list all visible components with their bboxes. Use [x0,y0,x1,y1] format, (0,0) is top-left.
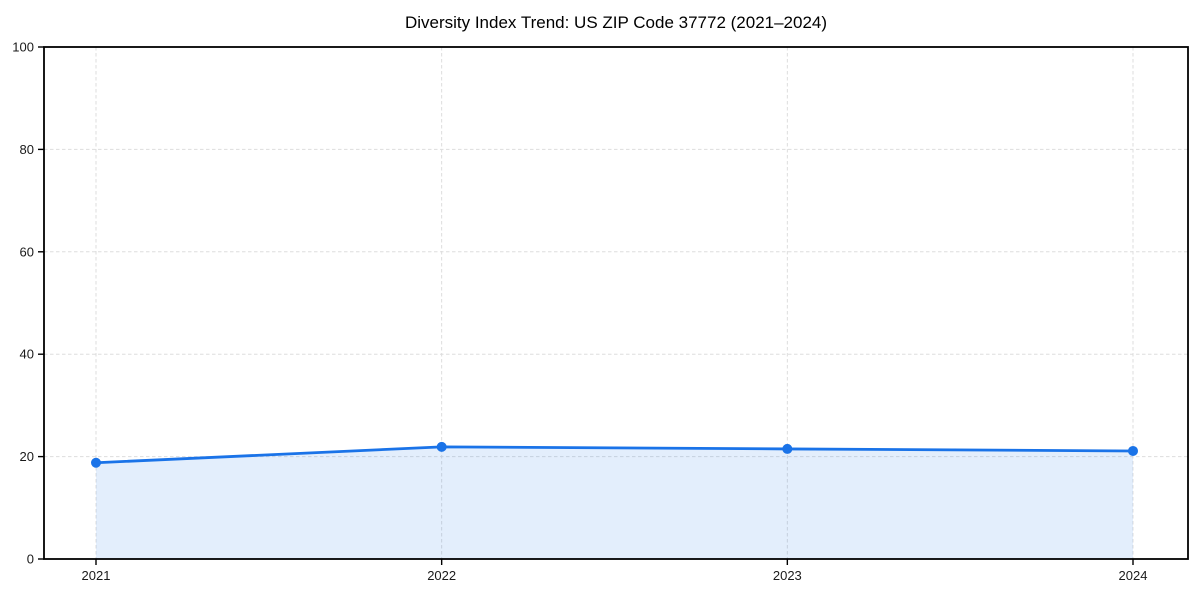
y-tick-label: 100 [12,40,34,55]
y-tick-label: 60 [20,244,34,259]
x-tick-label: 2022 [427,568,456,583]
data-point-2024 [1128,445,1138,456]
plot-border [43,46,1189,560]
x-tick-label: 2021 [82,568,111,583]
y-tick-label: 20 [20,449,34,464]
chart-title: Diversity Index Trend: US ZIP Code 37772… [404,13,828,32]
area-fill [96,446,1133,559]
y-tick-label: 0 [27,552,34,567]
y-tick-label: 80 [20,142,34,157]
x-tick-label: 2023 [773,568,802,583]
trend-line [94,445,1135,465]
x-tick-label: 2024 [1119,568,1148,583]
data-point-2021 [91,457,101,468]
y-tick-label: 40 [20,347,34,362]
data-point-2022 [436,441,447,452]
data-point-2023 [782,443,793,454]
